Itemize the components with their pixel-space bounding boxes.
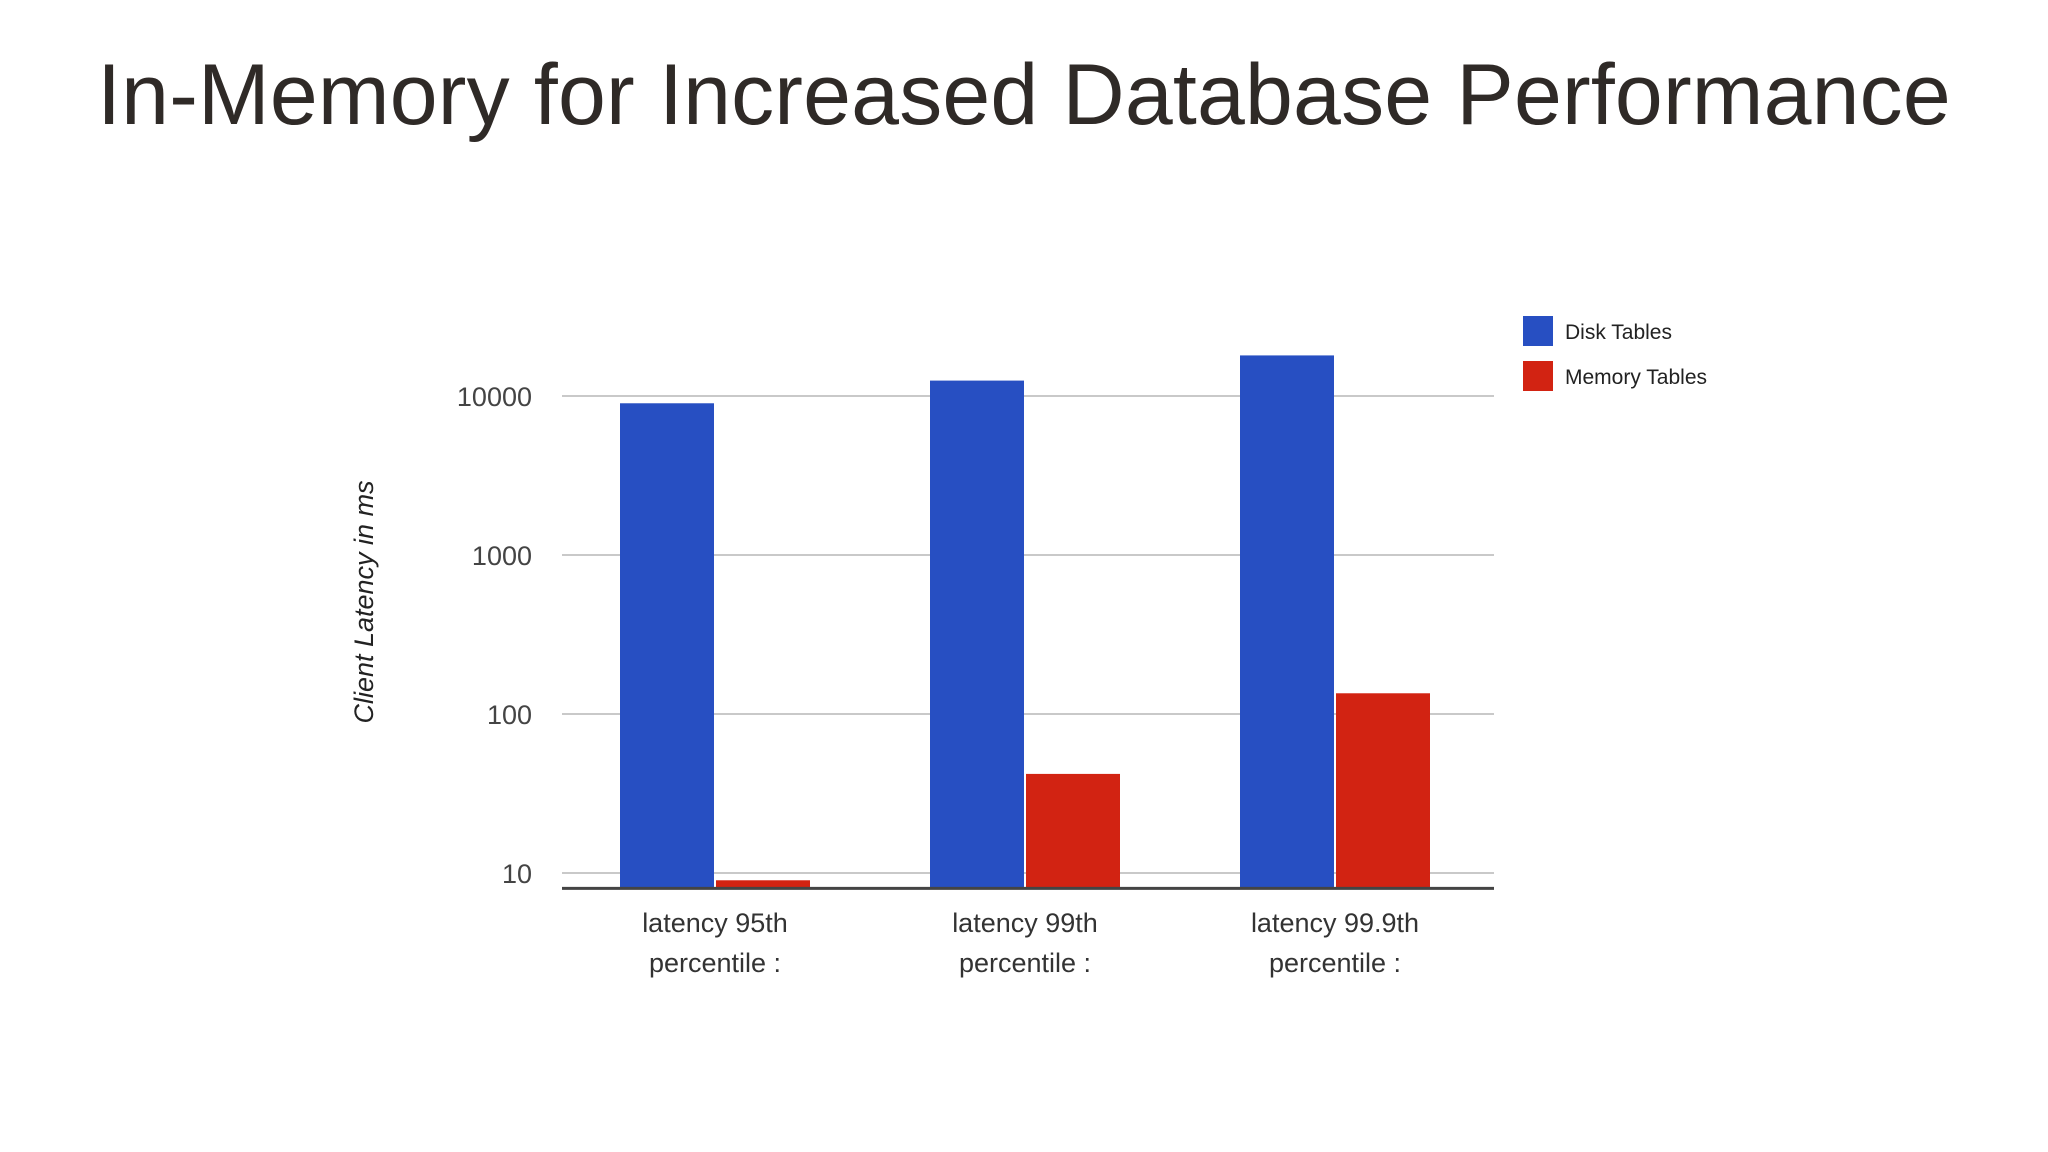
bar-disk-tables [1240, 355, 1334, 889]
y-axis-ticks: 10 100 1000 10000 [457, 382, 532, 889]
x-category-label: percentile : [959, 948, 1091, 978]
y-tick-label: 10 [502, 859, 532, 889]
legend-swatch [1523, 361, 1553, 391]
x-category-label: percentile : [1269, 948, 1401, 978]
y-tick-label: 1000 [472, 541, 532, 571]
x-category-label: latency 95th [642, 908, 788, 938]
x-category-label: latency 99th [952, 908, 1098, 938]
bar-memory-tables [1336, 693, 1430, 889]
legend: Disk Tables Memory Tables [1523, 316, 1707, 391]
y-tick-label: 100 [487, 700, 532, 730]
y-axis-title: Client Latency in ms [349, 480, 379, 723]
bar-memory-tables [1026, 773, 1120, 889]
legend-label: Memory Tables [1565, 366, 1707, 389]
x-category-label: percentile : [649, 948, 781, 978]
slide-title: In-Memory for Increased Database Perform… [97, 47, 1951, 143]
y-tick-label: 10000 [457, 382, 532, 412]
x-category-label: latency 99.9th [1251, 908, 1419, 938]
bar-disk-tables [620, 403, 714, 889]
bar-disk-tables [930, 380, 1024, 889]
legend-swatch [1523, 316, 1553, 346]
x-axis-categories: latency 95th percentile : latency 99th perc… [642, 908, 1419, 978]
bars [620, 355, 1430, 889]
legend-label: Disk Tables [1565, 321, 1672, 344]
bar-memory-tables [716, 880, 810, 889]
